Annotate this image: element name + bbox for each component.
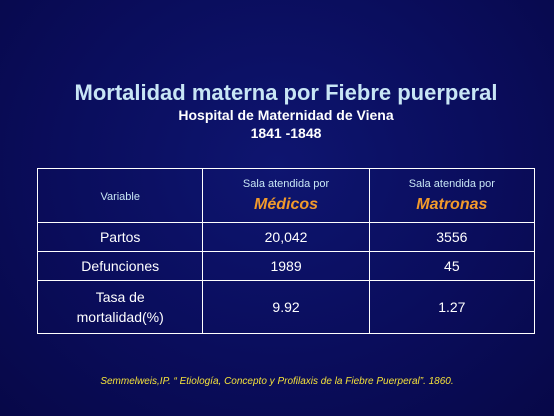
citation: Semmelweis,IP. “ Etiología, Concepto y P… <box>100 376 454 387</box>
matronas-value: 3556 <box>368 222 536 252</box>
slide-title: Mortalidad materna por Fiebre puerperal <box>74 80 498 105</box>
row-label: Defunciones <box>36 251 204 281</box>
slide-subtitle: Hospital de Maternidad de Viena <box>178 107 394 123</box>
medicos-value: 20,042 <box>202 222 370 252</box>
table-row-partos: Partos 20,042 3556 <box>36 222 536 252</box>
table-header-row: Variable Sala atendida por Médicos Sala … <box>36 168 536 223</box>
matronas-header-small: Sala atendida por <box>408 177 495 190</box>
matronas-value: 45 <box>368 251 536 281</box>
medicos-header-small: Sala atendida por <box>242 177 330 190</box>
slide-years: 1841 -1848 <box>250 125 322 141</box>
matronas-value: 1.27 <box>368 280 536 334</box>
matronas-header-big: Matronas <box>416 195 488 213</box>
variable-header-cell: Variable <box>36 168 204 223</box>
row-label-cell: Tasa de mortalidad(%) <box>36 280 204 334</box>
medicos-value: 1989 <box>202 251 370 281</box>
row-label: Partos <box>36 222 204 252</box>
matronas-header-cell: Sala atendida por Matronas <box>368 168 536 223</box>
mortality-table: Variable Sala atendida por Médicos Sala … <box>36 168 536 334</box>
row-label-line2: mortalidad(%) <box>76 309 164 325</box>
table-row-tasa: Tasa de mortalidad(%) 9.92 1.27 <box>36 280 536 334</box>
medicos-header-big: Médicos <box>254 195 319 213</box>
variable-header: Variable <box>100 190 140 203</box>
row-label-line1: Tasa de <box>95 289 145 305</box>
table-row-defunciones: Defunciones 1989 45 <box>36 251 536 281</box>
medicos-value: 9.92 <box>202 280 370 334</box>
medicos-header-cell: Sala atendida por Médicos <box>202 168 370 223</box>
